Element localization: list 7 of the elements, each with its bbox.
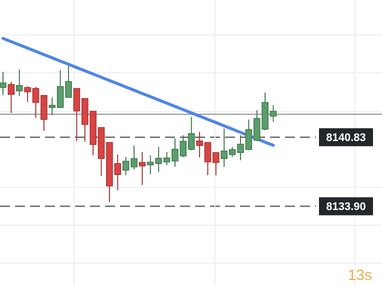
y-tick-label: 8133.90 <box>326 201 366 214</box>
text: 13s <box>348 267 372 284</box>
candlestick <box>0 71 6 96</box>
y-tick-label: 8140.83 <box>326 132 366 144</box>
candlestick <box>138 151 146 186</box>
candlestick <box>8 81 15 114</box>
candlestick <box>16 68 23 97</box>
